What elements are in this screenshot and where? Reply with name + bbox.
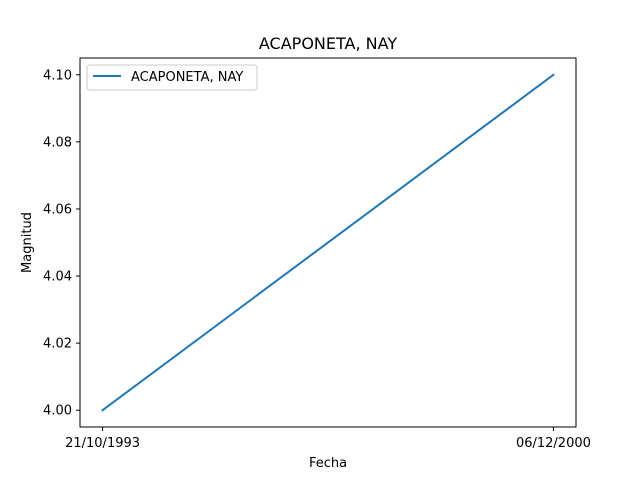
- y-tick-label: 4.08: [43, 135, 72, 150]
- y-axis-label: Magnitud: [20, 212, 35, 273]
- plot-frame: [79, 57, 577, 428]
- y-axis: 4.00 4.02 4.04 4.06 4.08 4.10: [43, 68, 80, 419]
- y-tick-label: 4.04: [43, 270, 72, 285]
- y-tick-label: 4.10: [43, 68, 72, 83]
- legend-frame: [86, 64, 258, 91]
- chart-title: ACAPONETA, NAY: [259, 34, 397, 53]
- legend-label: ACAPONETA, NAY: [131, 70, 243, 85]
- x-tick-label: 06/12/2000: [516, 436, 591, 451]
- y-tick-label: 4.06: [43, 202, 72, 217]
- series-layer: [101, 73, 555, 412]
- y-tick-label: 4.00: [43, 404, 72, 419]
- legend: ACAPONETA, NAY: [86, 64, 258, 91]
- x-tick-label: 21/10/1993: [65, 436, 140, 451]
- series-line-0: [101, 73, 555, 412]
- x-axis: 21/10/1993 06/12/2000: [65, 427, 591, 451]
- y-tick-label: 4.02: [43, 337, 72, 352]
- x-axis-label: Fecha: [309, 456, 347, 471]
